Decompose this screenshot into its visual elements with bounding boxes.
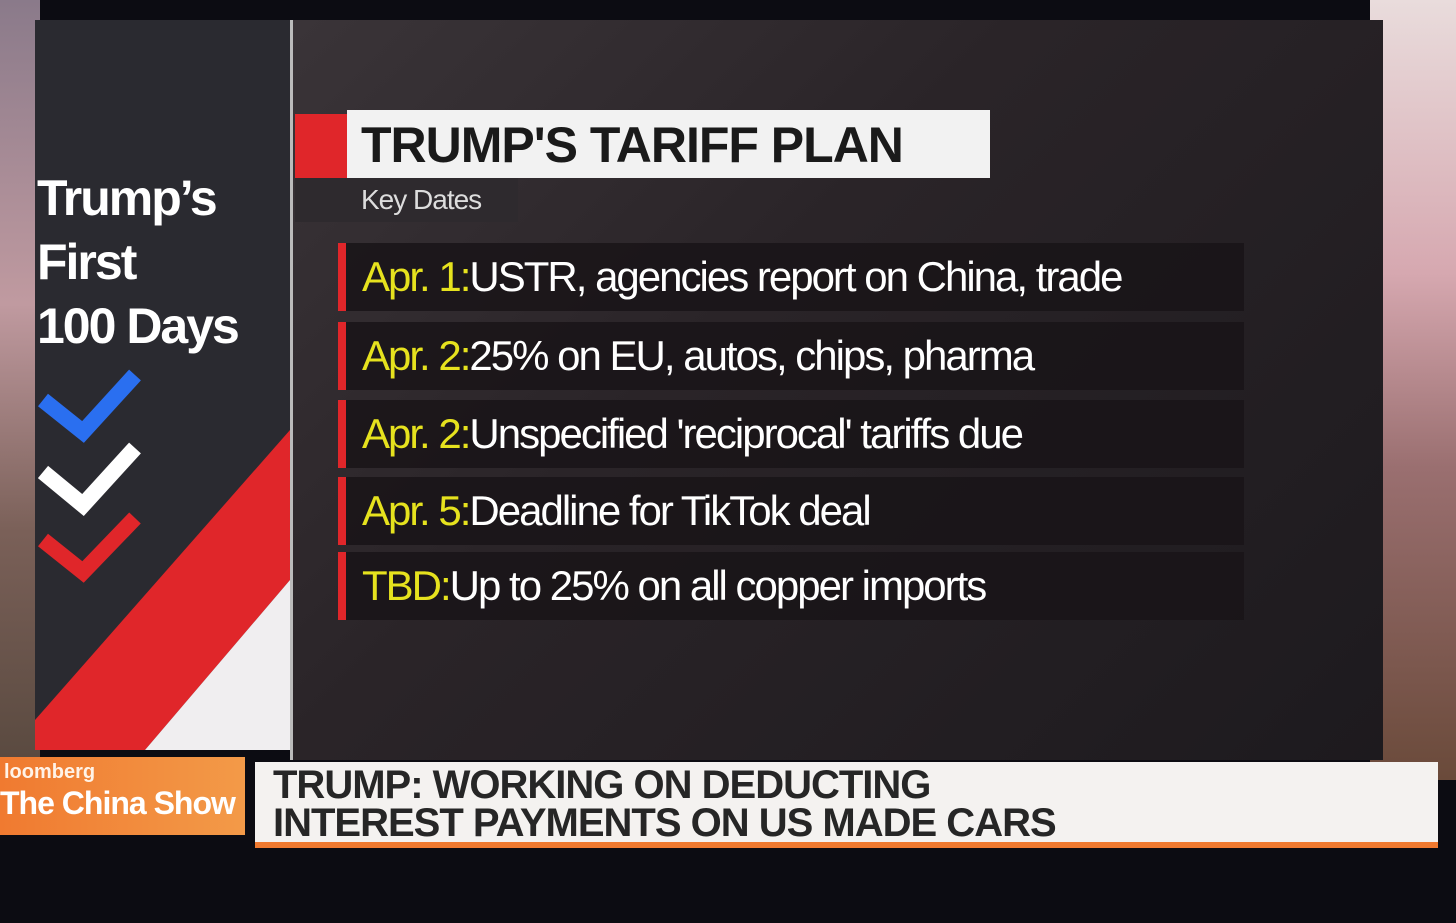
item-date: Apr. 5: xyxy=(362,487,471,534)
check-white xyxy=(37,442,141,517)
headline-line: INTEREST PAYMENTS ON US MADE CARS xyxy=(273,801,1057,845)
background-city xyxy=(1370,0,1456,780)
item-text: USTR, agencies report on China, trade xyxy=(469,253,1123,300)
item-row: Apr. 2:25% on EU, autos, chips, pharma xyxy=(338,322,1244,390)
item-date: Apr. 2: xyxy=(362,410,471,457)
check-red xyxy=(38,512,141,583)
panel-title: TRUMP'S TARIFF PLAN xyxy=(347,110,990,178)
item-text: 25% on EU, autos, chips, pharma xyxy=(469,332,1035,379)
sidebar-title-line: Trump’s xyxy=(37,170,218,226)
sidebar-graphic xyxy=(35,369,290,750)
panel-subtitle: Key Dates xyxy=(295,178,518,222)
item-row: Apr. 5:Deadline for TikTok deal xyxy=(338,477,1244,545)
sidebar-title-line: 100 Days xyxy=(37,298,240,354)
headline-line: TRUMP: WORKING ON DEDUCTING xyxy=(273,763,931,807)
brand: loomberg xyxy=(4,761,96,783)
item-date: Apr. 2: xyxy=(362,332,471,379)
title-accent xyxy=(295,114,347,178)
item-row: Apr. 2:Unspecified 'reciprocal' tariffs … xyxy=(338,400,1244,468)
white-stripe xyxy=(145,580,290,750)
sidebar-title: Trump’s First 100 Days xyxy=(37,166,240,358)
sidebar: Trump’s First 100 Days xyxy=(35,20,290,750)
item-row: Apr. 1:USTR, agencies report on China, t… xyxy=(338,243,1244,311)
item-text: Unspecified 'reciprocal' tariffs due xyxy=(469,410,1024,457)
show-name: The China Show xyxy=(0,785,236,821)
item-text: Deadline for TikTok deal xyxy=(469,487,871,534)
sidebar-title-line: First xyxy=(37,234,137,290)
item-row: TBD:Up to 25% on all copper imports xyxy=(338,552,1244,620)
item-date: Apr. 1: xyxy=(362,253,471,300)
brand-box: loomberg The China Show xyxy=(0,757,245,835)
item-date: TBD: xyxy=(362,562,452,609)
red-stripe xyxy=(35,430,290,750)
background-city xyxy=(0,0,40,760)
check-blue xyxy=(38,369,141,443)
headline: TRUMP: WORKING ON DEDUCTING INTEREST PAYM… xyxy=(255,762,1438,848)
item-text: Up to 25% on all copper imports xyxy=(449,562,988,609)
